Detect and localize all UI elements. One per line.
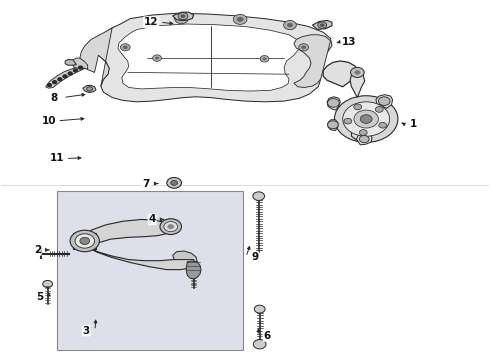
Circle shape xyxy=(354,104,362,110)
Circle shape xyxy=(344,118,352,124)
Circle shape xyxy=(167,224,174,229)
Polygon shape xyxy=(351,127,368,140)
Text: 4: 4 xyxy=(148,215,156,224)
Circle shape xyxy=(354,110,378,128)
Circle shape xyxy=(359,130,367,135)
Circle shape xyxy=(160,219,181,234)
Text: 2: 2 xyxy=(34,245,41,255)
Circle shape xyxy=(58,78,62,81)
Polygon shape xyxy=(313,21,332,30)
Circle shape xyxy=(48,84,51,86)
Polygon shape xyxy=(294,35,331,87)
Text: 8: 8 xyxy=(51,93,58,103)
Text: 11: 11 xyxy=(49,153,64,163)
Text: 6: 6 xyxy=(263,331,270,341)
Polygon shape xyxy=(65,59,76,65)
Circle shape xyxy=(121,44,130,51)
Polygon shape xyxy=(172,12,194,21)
Circle shape xyxy=(360,115,372,123)
Circle shape xyxy=(328,121,338,129)
Circle shape xyxy=(350,67,364,77)
Polygon shape xyxy=(356,134,372,145)
Text: 10: 10 xyxy=(41,116,56,126)
Polygon shape xyxy=(323,61,358,87)
Circle shape xyxy=(171,180,177,185)
Circle shape xyxy=(178,13,188,20)
Circle shape xyxy=(354,70,360,75)
Circle shape xyxy=(253,339,266,349)
Circle shape xyxy=(74,69,77,72)
Circle shape xyxy=(237,17,244,22)
Circle shape xyxy=(167,177,181,188)
Circle shape xyxy=(174,14,188,24)
Circle shape xyxy=(52,81,56,84)
Text: 1: 1 xyxy=(410,120,417,129)
Polygon shape xyxy=(83,85,96,93)
Circle shape xyxy=(299,44,309,51)
Circle shape xyxy=(43,280,52,288)
Polygon shape xyxy=(80,28,112,86)
Polygon shape xyxy=(186,261,201,279)
Circle shape xyxy=(343,102,390,136)
Circle shape xyxy=(178,16,185,21)
Circle shape xyxy=(378,97,390,105)
Circle shape xyxy=(263,57,267,60)
Polygon shape xyxy=(328,120,338,131)
Circle shape xyxy=(253,192,265,201)
Polygon shape xyxy=(118,24,300,91)
Circle shape xyxy=(70,230,99,252)
Circle shape xyxy=(164,222,177,231)
Text: 3: 3 xyxy=(83,325,90,336)
Circle shape xyxy=(328,99,339,107)
Circle shape xyxy=(287,23,293,27)
Circle shape xyxy=(301,45,306,49)
Text: 12: 12 xyxy=(144,17,158,27)
Circle shape xyxy=(334,96,398,142)
Circle shape xyxy=(284,21,296,30)
Circle shape xyxy=(78,66,82,69)
Circle shape xyxy=(254,305,265,313)
Text: 9: 9 xyxy=(251,252,258,262)
Circle shape xyxy=(379,122,387,128)
Circle shape xyxy=(359,135,369,143)
Circle shape xyxy=(75,234,95,248)
Bar xyxy=(73,233,97,249)
Circle shape xyxy=(375,107,383,112)
Polygon shape xyxy=(46,65,88,88)
Bar xyxy=(57,191,243,350)
Polygon shape xyxy=(350,72,365,98)
Text: 13: 13 xyxy=(342,37,356,47)
Circle shape xyxy=(260,55,269,62)
Polygon shape xyxy=(72,58,88,69)
Circle shape xyxy=(318,22,327,28)
Circle shape xyxy=(180,14,185,18)
Polygon shape xyxy=(376,95,392,108)
Circle shape xyxy=(153,55,161,61)
Circle shape xyxy=(320,23,325,27)
Text: 7: 7 xyxy=(143,179,150,189)
Polygon shape xyxy=(95,13,332,102)
Polygon shape xyxy=(327,97,340,110)
Polygon shape xyxy=(172,251,197,265)
Circle shape xyxy=(87,87,93,91)
Circle shape xyxy=(155,57,159,59)
Circle shape xyxy=(123,45,128,49)
Circle shape xyxy=(80,237,90,244)
Circle shape xyxy=(233,14,247,24)
Circle shape xyxy=(68,72,72,75)
Text: 5: 5 xyxy=(36,292,44,302)
Circle shape xyxy=(63,75,67,78)
Polygon shape xyxy=(84,220,171,245)
Polygon shape xyxy=(84,243,197,270)
